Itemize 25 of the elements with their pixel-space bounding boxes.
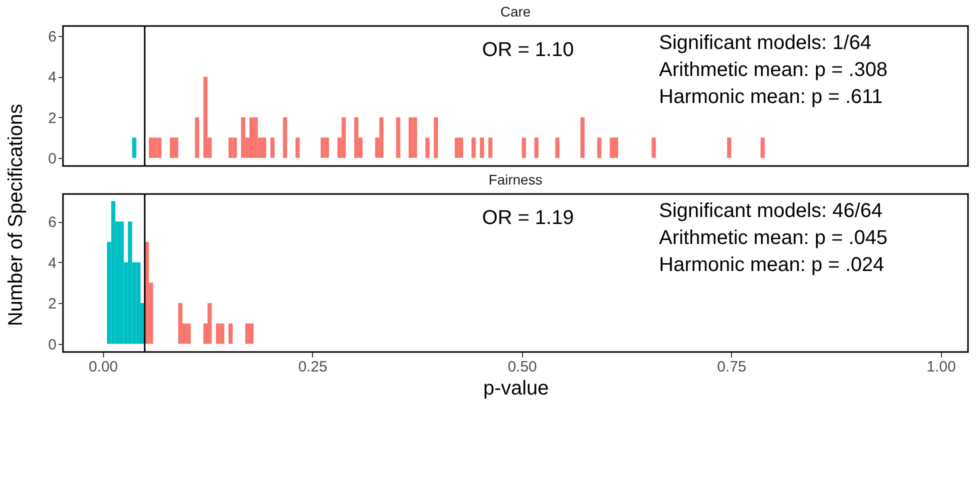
x-axis-title: p-value [483, 378, 549, 400]
x-tick-label: 0.25 [298, 358, 328, 376]
y-tick-label: 6 [48, 214, 56, 232]
annotation: Arithmetic mean: p = .045 [659, 227, 888, 249]
y-tick-label: 2 [48, 110, 56, 127]
annotation: Significant models: 46/64 [659, 200, 882, 222]
y-tick-label: 0 [48, 336, 56, 354]
annotation: Harmonic mean: p = .024 [659, 254, 884, 276]
annotation: Significant models: 1/64 [659, 32, 872, 54]
y-axis-title: Number of Specifications [5, 104, 27, 326]
annotation: Harmonic mean: p = .611 [659, 86, 883, 108]
chart-title: Care [500, 3, 531, 20]
annotation: OR = 1.10 [482, 39, 574, 61]
annotation: OR = 1.19 [482, 207, 574, 229]
x-tick-label: 0.50 [508, 358, 537, 376]
y-tick-label: 0 [48, 150, 56, 168]
y-tick-label: 2 [48, 296, 56, 313]
annotation: Arithmetic mean: p = .308 [659, 59, 888, 81]
y-tick-label: 4 [48, 254, 56, 272]
x-tick-label: 0.00 [88, 358, 118, 376]
y-tick-label: 6 [48, 28, 56, 46]
chart-title: Fairness [488, 171, 542, 188]
x-tick-label: 1.00 [926, 358, 956, 376]
x-tick-label: 0.75 [717, 358, 746, 376]
y-tick-label: 4 [48, 69, 56, 86]
